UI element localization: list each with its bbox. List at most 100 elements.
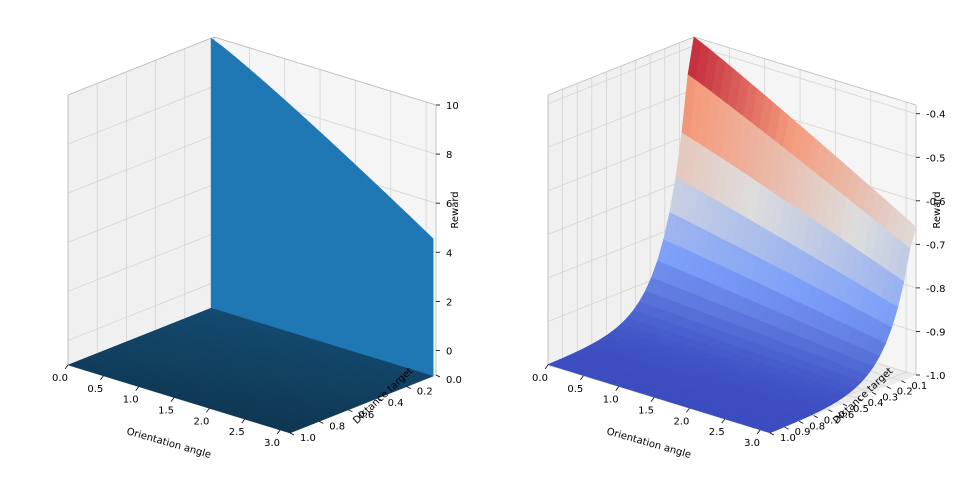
surface-wall-facet xyxy=(297,111,307,338)
y-tick-mark xyxy=(828,409,833,413)
x-tick-mark xyxy=(64,364,69,370)
y-tick-mark xyxy=(901,380,906,384)
surface-wall-facet xyxy=(218,43,228,314)
y-tick-mark xyxy=(784,426,789,430)
surface-wall-facet xyxy=(290,104,299,336)
x-tick-mark xyxy=(276,429,281,435)
y-tick-mark xyxy=(857,397,862,401)
x-tick-label: 1.5 xyxy=(638,405,654,416)
z-tick-label: -0.4 xyxy=(926,110,946,121)
x-tick-label: 3.0 xyxy=(744,438,760,449)
surface-wall-facet xyxy=(305,118,315,341)
surface-wall-facet xyxy=(282,97,291,333)
x-tick-label: 0.5 xyxy=(567,384,583,395)
y-tick-mark xyxy=(377,397,382,401)
surface-plot-left: 0.0 0.5 1.0 1.5 2.0 2.5 3.0 0.0 0.2 0.4 0.6 0.8 1.0 0… xyxy=(52,36,462,461)
axis-ticks: 0.0 0.5 1.0 1.5 2.0 2.5 3.0 0.0 0.2 0.4 0.6 0.8 1.0 0… xyxy=(52,101,462,449)
x-tick-mark xyxy=(170,397,175,402)
surface-wall-facet xyxy=(385,192,394,365)
z-tick-label: 10 xyxy=(446,101,459,112)
y-tick-label: 0.9 xyxy=(795,427,811,438)
x-tick-mark xyxy=(615,386,620,391)
x-tick-label: 0.0 xyxy=(52,373,68,384)
x-tick-mark xyxy=(241,418,246,424)
z-tick-label: 8 xyxy=(446,150,452,161)
y-tick-label: 0.8 xyxy=(329,421,345,432)
z-tick-label: -0.8 xyxy=(926,284,946,295)
x-tick-mark xyxy=(100,375,104,381)
surface-plot-right: 0.00.51.01.52.02.53.00.10.20.30.40.50.60… xyxy=(532,36,946,461)
y-tick-label: 0.0 xyxy=(446,375,462,386)
surface-wall-facet xyxy=(329,140,339,348)
pane-edge xyxy=(547,36,695,96)
z-tick-label: -0.6 xyxy=(926,197,946,208)
x-tick-label: 0.5 xyxy=(87,384,103,395)
y-tick-mark xyxy=(348,409,353,413)
y-tick-label: 0.3 xyxy=(882,392,898,403)
x-tick-mark xyxy=(135,386,140,391)
x-tick-mark xyxy=(756,429,761,435)
surface-wall-facet xyxy=(234,56,244,319)
x-tick-mark xyxy=(544,364,549,370)
z-tick-label: -0.9 xyxy=(926,327,946,338)
x-tick-mark xyxy=(721,418,726,424)
surface xyxy=(547,36,917,434)
y-tick-label: 0.1 xyxy=(911,381,927,392)
y-tick-mark xyxy=(769,432,775,436)
surface-wall-facet xyxy=(258,76,267,326)
y-tick-mark xyxy=(886,386,891,389)
y-tick-label: 0.5 xyxy=(853,404,869,415)
y-tick-label: 0.2 xyxy=(417,387,433,398)
y-tick-label: 0.4 xyxy=(868,398,884,409)
surface-wall-facet xyxy=(345,155,355,353)
surface-wall-facet xyxy=(416,222,426,375)
z-tick-label: 6 xyxy=(446,199,452,210)
x-tick-label: 1.0 xyxy=(123,395,139,406)
surface-wall-facet xyxy=(242,62,252,321)
surface-facet xyxy=(761,427,777,434)
x-tick-label: 3.0 xyxy=(264,438,280,449)
y-tick-label: 0.8 xyxy=(809,421,825,432)
y-tick-label: 1.0 xyxy=(300,433,316,444)
surface-wall-facet xyxy=(361,170,370,358)
y-tick-label: 1.0 xyxy=(780,433,796,444)
z-tick-label: -0.5 xyxy=(926,153,946,164)
y-tick-mark xyxy=(406,386,411,389)
x-tick-label: 2.5 xyxy=(709,427,725,438)
surface-wall-facet xyxy=(377,185,386,362)
surface-wall-facet xyxy=(424,230,434,377)
y-tick-mark xyxy=(289,432,295,436)
y-tick-label: 0.2 xyxy=(897,387,913,398)
x-tick-mark xyxy=(686,408,690,413)
y-tick-label: 0.6 xyxy=(358,410,374,421)
surface-wall-facet xyxy=(408,215,418,372)
x-tick-label: 1.5 xyxy=(158,405,174,416)
y-tick-mark xyxy=(799,421,804,424)
surface-wall-facet xyxy=(250,69,259,324)
surface-wall-facet xyxy=(369,177,378,360)
surface-wall-facet xyxy=(393,200,402,367)
y-tick-label: 0.6 xyxy=(838,410,854,421)
pane-edge xyxy=(693,36,917,106)
y-tick-mark xyxy=(813,415,818,418)
pane-edge xyxy=(67,36,215,96)
surface-wall-facet xyxy=(353,162,363,355)
surface-wall-facet xyxy=(210,37,220,311)
x-tick-mark xyxy=(206,408,210,413)
x-tick-label: 1.0 xyxy=(603,395,619,406)
z-tick-label: 2 xyxy=(446,297,452,308)
surface-wall-facet xyxy=(337,147,347,350)
surface-wall-facet xyxy=(313,126,323,343)
x-tick-mark xyxy=(650,397,655,402)
z-tick-label: 0 xyxy=(446,346,452,357)
surface-wall-facet xyxy=(321,133,331,345)
x-tick-label: 0.0 xyxy=(532,373,548,384)
surface-wall-facet xyxy=(274,90,283,331)
z-axis-label: Reward xyxy=(932,191,943,228)
surface-wall-facet xyxy=(226,49,236,316)
y-tick-label: 0.7 xyxy=(824,416,840,427)
z-tick-label: -1.0 xyxy=(926,371,946,382)
surface-wall-facet xyxy=(266,83,275,328)
x-tick-label: 2.0 xyxy=(673,416,689,427)
